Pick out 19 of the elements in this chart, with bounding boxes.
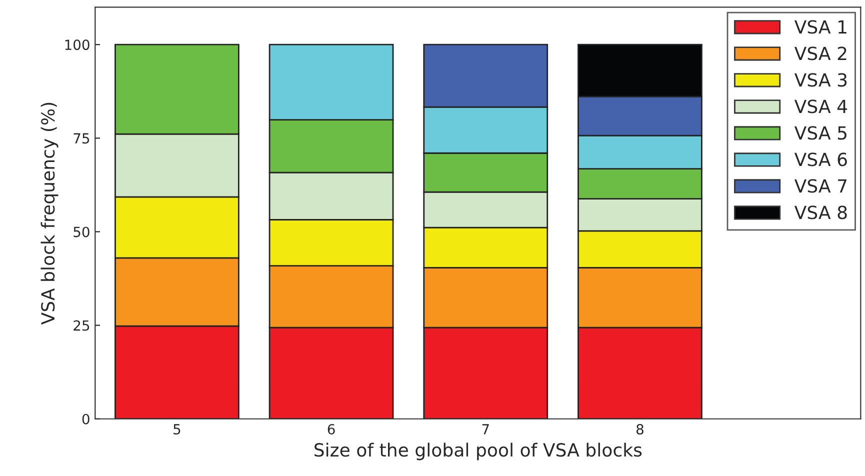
x-tick-label: 7 [482,424,489,434]
y-tick-label: 25 [74,320,90,331]
legend-label: VSA 7 [794,179,846,193]
x-tick-label: 6 [328,424,335,434]
x-tick-label: 8 [636,424,644,434]
x-tick-label: 5 [174,424,180,434]
legend-label: VSA 5 [794,126,846,140]
legend-label: VSA 8 [794,206,847,220]
legend-label: VSA 3 [794,73,847,87]
y-tick-label: 50 [74,226,90,238]
x-axis-title: Size of the global pool of VSA blocks [314,442,642,460]
y-tick-label: 0 [82,414,90,424]
legend-label: VSA 4 [794,100,848,114]
legend-label: VSA 2 [794,46,846,60]
y-tick-label: 75 [74,133,90,144]
legend-label: VSA 1 [794,20,846,34]
y-axis-title: VSA block frequency (%) [40,102,58,325]
y-tick-label: 100 [65,40,90,50]
legend-label: VSA 6 [794,152,847,166]
